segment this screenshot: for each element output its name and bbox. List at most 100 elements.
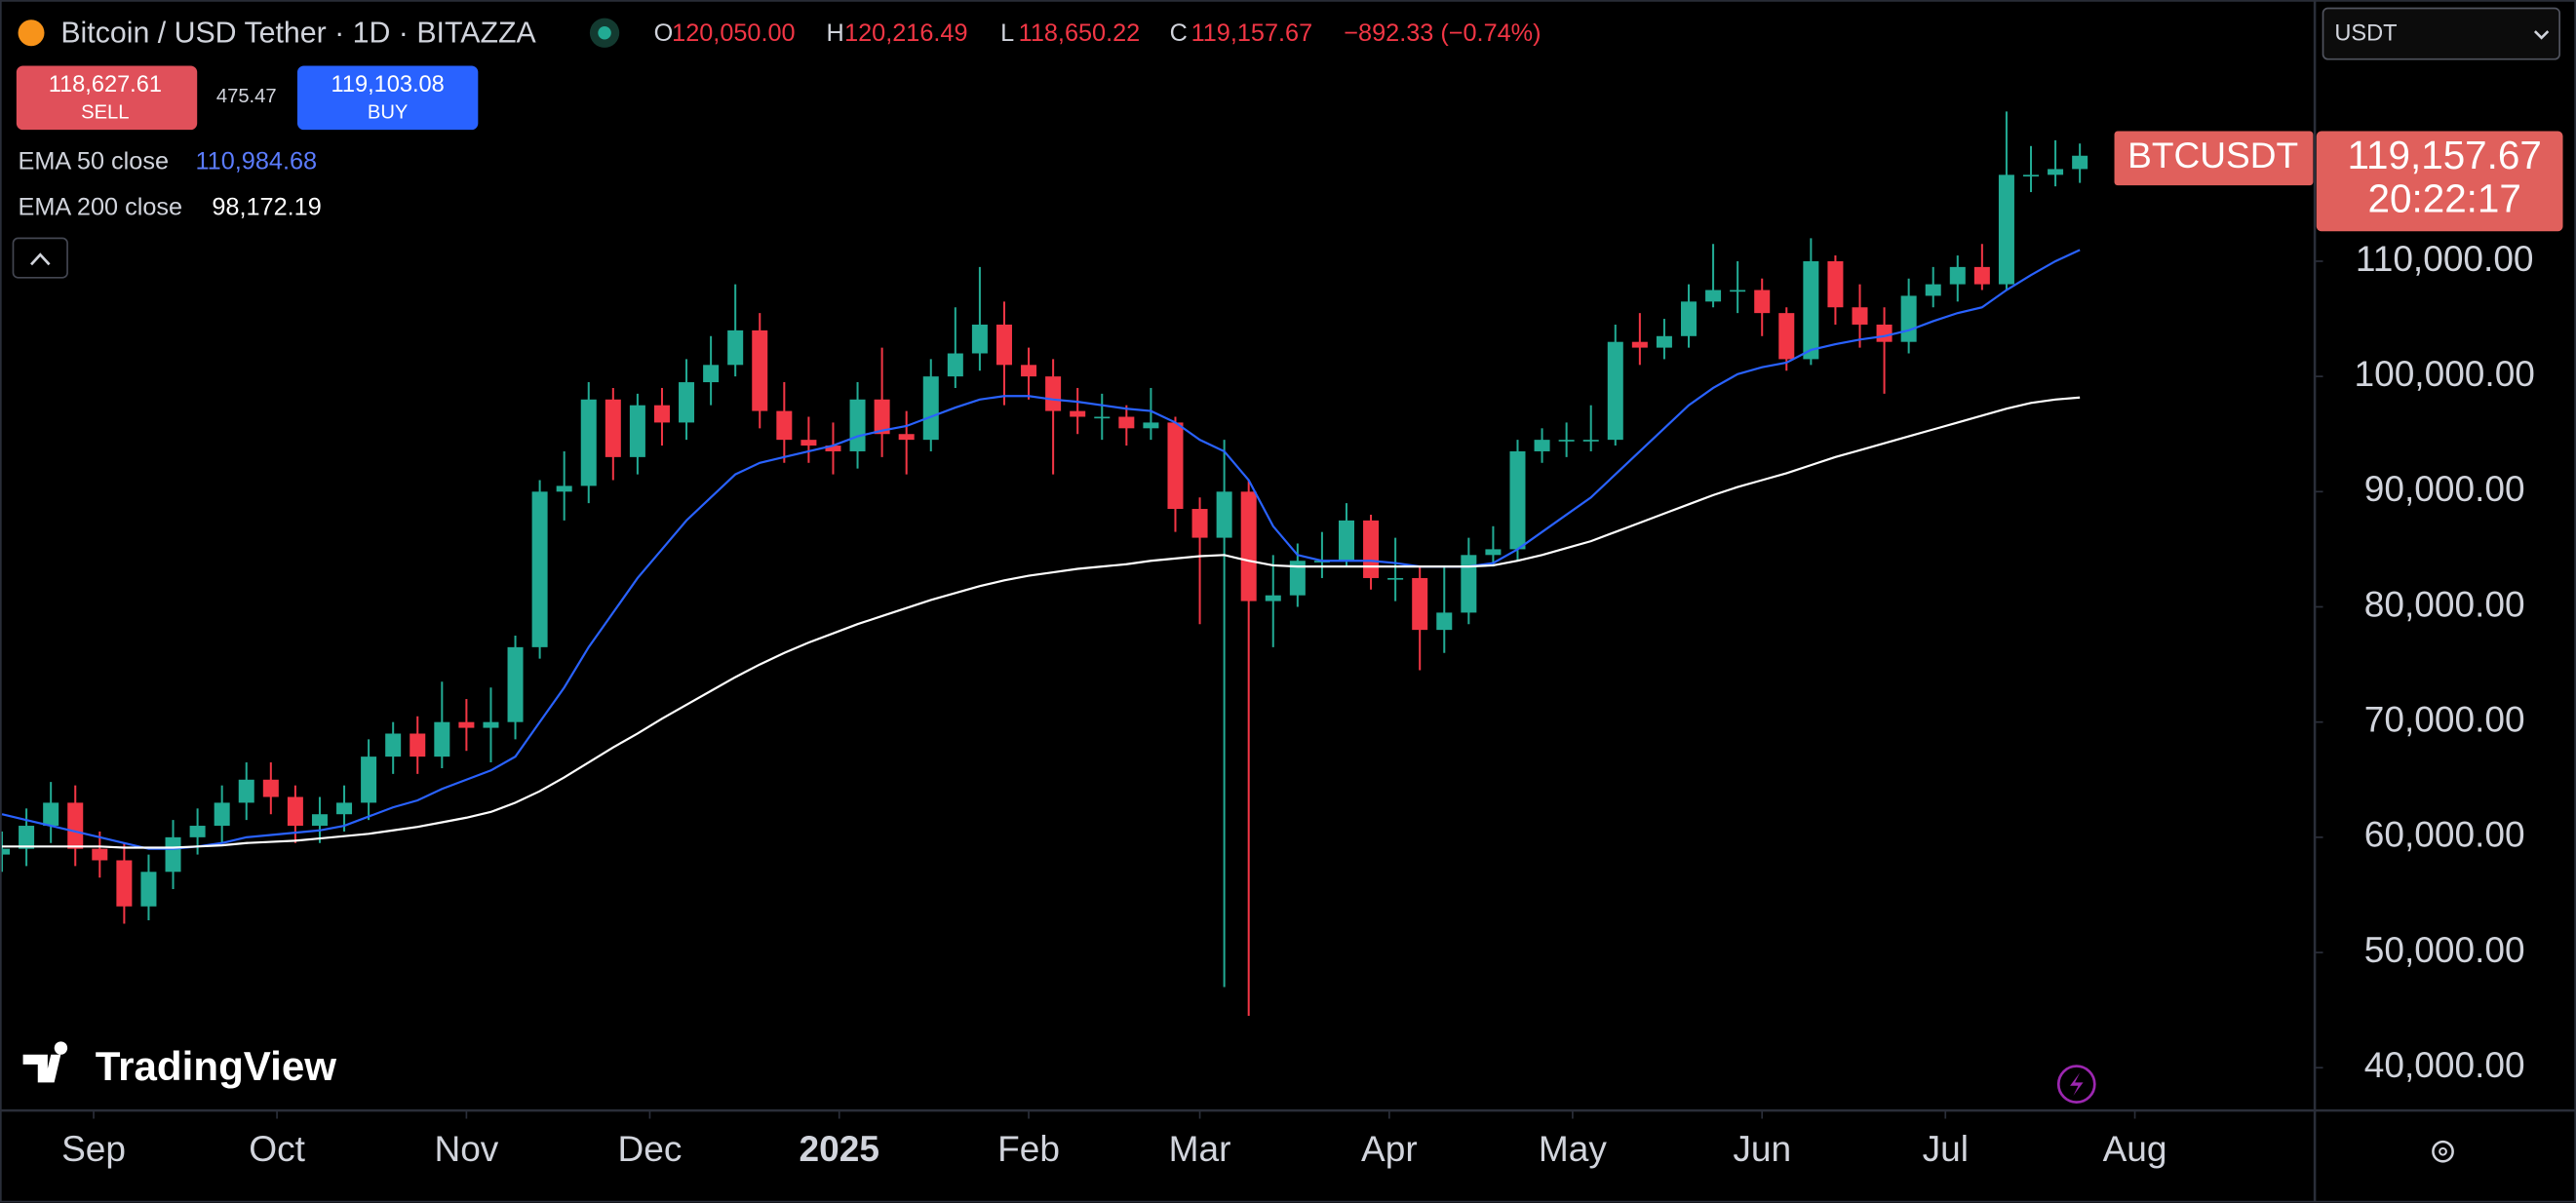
- ema200-value: 98,172.19: [212, 194, 321, 221]
- symbol-label-box: [2114, 131, 2314, 186]
- candle-body: [287, 796, 303, 827]
- last-price-box: [2316, 131, 2563, 232]
- buy-button[interactable]: [296, 65, 479, 131]
- candle-body: [1289, 561, 1306, 596]
- candle-body: [1852, 307, 1868, 325]
- candle-body: [483, 721, 499, 728]
- plot-area: [0, 111, 2088, 1017]
- y-tick-label: 70,000.00: [2364, 698, 2525, 739]
- candle-body: [67, 802, 84, 849]
- chevron-up: [30, 252, 51, 266]
- candle-body: [1656, 335, 1672, 348]
- candle-body: [1754, 290, 1771, 314]
- candle-body: [434, 721, 450, 757]
- y-tick-label: 60,000.00: [2364, 814, 2525, 855]
- candle-body: [116, 860, 133, 907]
- y-tick-label: 90,000.00: [2364, 468, 2525, 509]
- candle-body: [1363, 520, 1380, 578]
- spread: 475.47: [216, 86, 277, 107]
- candle-body: [214, 802, 230, 827]
- x-tick-label: Jun: [1733, 1128, 1791, 1169]
- ohlc-key: H: [827, 19, 844, 47]
- lightning-button[interactable]: [2056, 1065, 2096, 1105]
- candle-body: [849, 399, 866, 451]
- candle-body: [1803, 260, 1819, 360]
- currency-select[interactable]: [2322, 7, 2560, 60]
- candle-body: [189, 826, 206, 837]
- collapse-legend-button[interactable]: [12, 237, 68, 279]
- candle-body: [238, 779, 254, 803]
- candle-body: [1461, 555, 1477, 613]
- candle-body: [1485, 549, 1502, 556]
- ohlc-value: 120,216.49: [844, 19, 967, 47]
- watermark: TradingView: [96, 1043, 337, 1089]
- ema50-value: 110,984.68: [196, 148, 318, 175]
- candle-body: [1705, 290, 1722, 302]
- candle-body: [776, 410, 793, 441]
- x-tick-label: Apr: [1361, 1128, 1418, 1169]
- candle-body: [1582, 440, 1599, 442]
- x-tick-label: 2025: [800, 1128, 879, 1169]
- candle-body: [2072, 155, 2088, 170]
- select-chevron: [2533, 30, 2550, 40]
- x-tick-label: Sep: [61, 1128, 126, 1169]
- x-tick-label: Jul: [1923, 1128, 1969, 1169]
- market-status-dot: [598, 26, 611, 40]
- candle-body: [1778, 313, 1795, 360]
- sell-label: SELL: [81, 102, 129, 124]
- candle-body: [1680, 301, 1697, 336]
- y-tick-label: 100,000.00: [2354, 353, 2534, 394]
- candle-body: [1534, 440, 1550, 451]
- candle-body: [0, 848, 11, 855]
- candle-body: [92, 848, 108, 861]
- candle-body: [1509, 450, 1526, 550]
- ohlc-value: 120,050.00: [672, 19, 795, 47]
- last-price: 119,157.67: [2348, 133, 2542, 177]
- candle-body: [556, 485, 572, 492]
- coin-icon: [18, 19, 45, 47]
- ema50-name: EMA 50 close: [19, 148, 169, 175]
- countdown: 20:22:17: [2368, 176, 2521, 221]
- sell-price: 118,627.61: [49, 71, 162, 97]
- currency-select-value: USDT: [2334, 20, 2397, 46]
- ohlc-key: O: [654, 19, 674, 47]
- candle-body: [1925, 284, 1941, 296]
- candle-body: [1558, 440, 1575, 442]
- candle-body: [995, 324, 1012, 366]
- candle-body: [531, 491, 548, 647]
- x-tick-label: May: [1539, 1128, 1607, 1169]
- candle-body: [800, 440, 817, 446]
- candle-body: [165, 836, 181, 873]
- candle-body: [679, 382, 695, 423]
- x-tick-label: Nov: [434, 1128, 498, 1169]
- candle-body: [727, 330, 744, 366]
- candle-body: [922, 376, 939, 441]
- candle-body: [1094, 416, 1111, 419]
- y-tick-label: 50,000.00: [2364, 929, 2525, 970]
- candle-body: [2048, 169, 2064, 175]
- settings-icon: [2439, 1146, 2447, 1156]
- candle-body: [1191, 509, 1208, 538]
- watermark-logo: [22, 1041, 68, 1083]
- change: −892.33 (−0.74%): [1344, 19, 1541, 47]
- candle-body: [336, 802, 353, 815]
- candle-body: [410, 733, 426, 757]
- candle-body: [1949, 266, 1966, 285]
- y-tick-label: 40,000.00: [2364, 1044, 2525, 1085]
- candle-body: [1070, 410, 1086, 417]
- candle-body: [629, 405, 645, 457]
- candle-body: [43, 802, 59, 827]
- candle-body: [825, 446, 841, 451]
- candle-body: [1216, 491, 1232, 538]
- candle-body: [140, 872, 157, 907]
- sell-button[interactable]: [16, 65, 198, 131]
- candle-body: [361, 757, 377, 803]
- candle-body: [1240, 491, 1257, 602]
- ohlc-value: 119,157.67: [1191, 19, 1313, 47]
- candle-body: [1631, 341, 1648, 348]
- settings-button[interactable]: [2432, 1140, 2454, 1163]
- candle-body: [580, 399, 597, 486]
- candle-body: [1900, 295, 1917, 342]
